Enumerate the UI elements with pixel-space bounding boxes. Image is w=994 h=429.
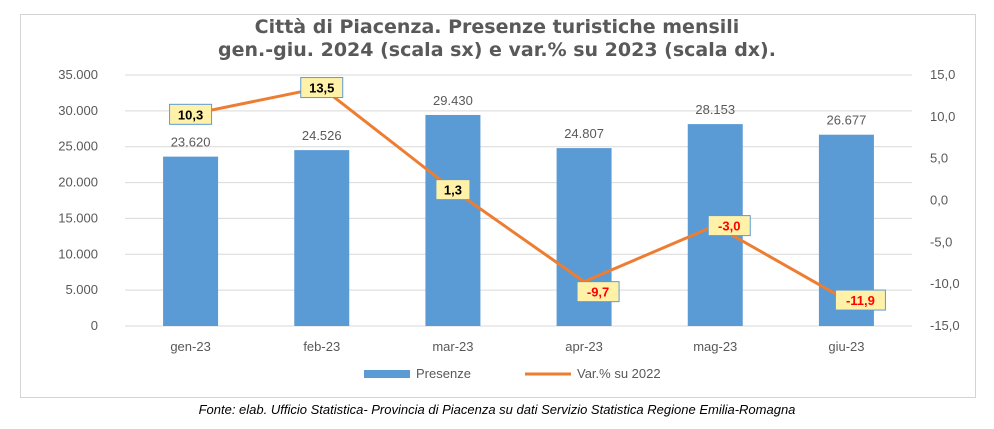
bar	[163, 156, 219, 326]
legend-bar-swatch	[364, 370, 410, 378]
bar-value-label: 29.430	[433, 93, 473, 108]
line-label-box	[435, 179, 471, 201]
bar-value-label: 23.620	[171, 135, 211, 150]
line-value-label: -9,7	[587, 285, 609, 300]
line-value-label: 1,3	[444, 183, 462, 198]
y-left-tick-label: 10.000	[58, 246, 98, 261]
line-label-box	[300, 77, 344, 99]
legend-bar-label: Presenze	[416, 366, 471, 381]
bar-value-label: 28.153	[695, 102, 735, 117]
line-label-box	[707, 215, 751, 237]
y-right-tick-label: -10,0	[930, 276, 960, 291]
y-left-tick-label: 35.000	[58, 67, 98, 82]
y-left-tick-label: 25.000	[58, 139, 98, 154]
chart-title-block: Città di Piacenza. Presenze turistiche m…	[0, 16, 994, 62]
bar-value-label: 24.526	[302, 128, 342, 143]
line-label-box	[834, 289, 886, 311]
y-left-tick-label: 20.000	[58, 175, 98, 190]
legend-line-label: Var.% su 2022	[577, 366, 661, 381]
line-label-box	[169, 103, 213, 125]
y-left-tick-label: 5.000	[65, 282, 98, 297]
line-label-box	[576, 281, 620, 303]
bar-value-label: 26.677	[827, 113, 867, 128]
x-tick-label: mag-23	[693, 339, 737, 354]
x-tick-label: apr-23	[565, 339, 603, 354]
line-value-label: -3,0	[718, 219, 740, 234]
x-tick-label: giu-23	[828, 339, 864, 354]
y-left-tick-label: 30.000	[58, 103, 98, 118]
bar	[425, 114, 481, 326]
y-left-tick-label: 0	[91, 318, 98, 333]
chart-subtitle: gen.-giu. 2024 (scala sx) e var.% su 202…	[218, 39, 776, 61]
line-value-label: 13,5	[309, 81, 334, 96]
y-right-tick-label: 5,0	[930, 151, 948, 166]
source-footnote: Fonte: elab. Ufficio Statistica- Provinc…	[198, 402, 796, 417]
x-tick-label: mar-23	[432, 339, 473, 354]
line-value-label: 10,3	[178, 107, 203, 122]
line-series	[190, 86, 848, 302]
y-left-tick-label: 15.000	[58, 210, 98, 225]
y-right-tick-label: 10,0	[930, 109, 955, 124]
x-tick-label: feb-23	[303, 339, 340, 354]
chart-title: Città di Piacenza. Presenze turistiche m…	[254, 16, 740, 38]
bar-value-label: 24.807	[564, 126, 604, 141]
bar	[294, 150, 350, 326]
y-right-tick-label: 15,0	[930, 67, 955, 82]
y-right-tick-label: 0,0	[930, 193, 948, 208]
x-tick-label: gen-23	[170, 339, 210, 354]
line-value-label: -11,9	[846, 293, 875, 308]
y-right-tick-label: -5,0	[930, 234, 952, 249]
y-right-tick-label: -15,0	[930, 318, 960, 333]
